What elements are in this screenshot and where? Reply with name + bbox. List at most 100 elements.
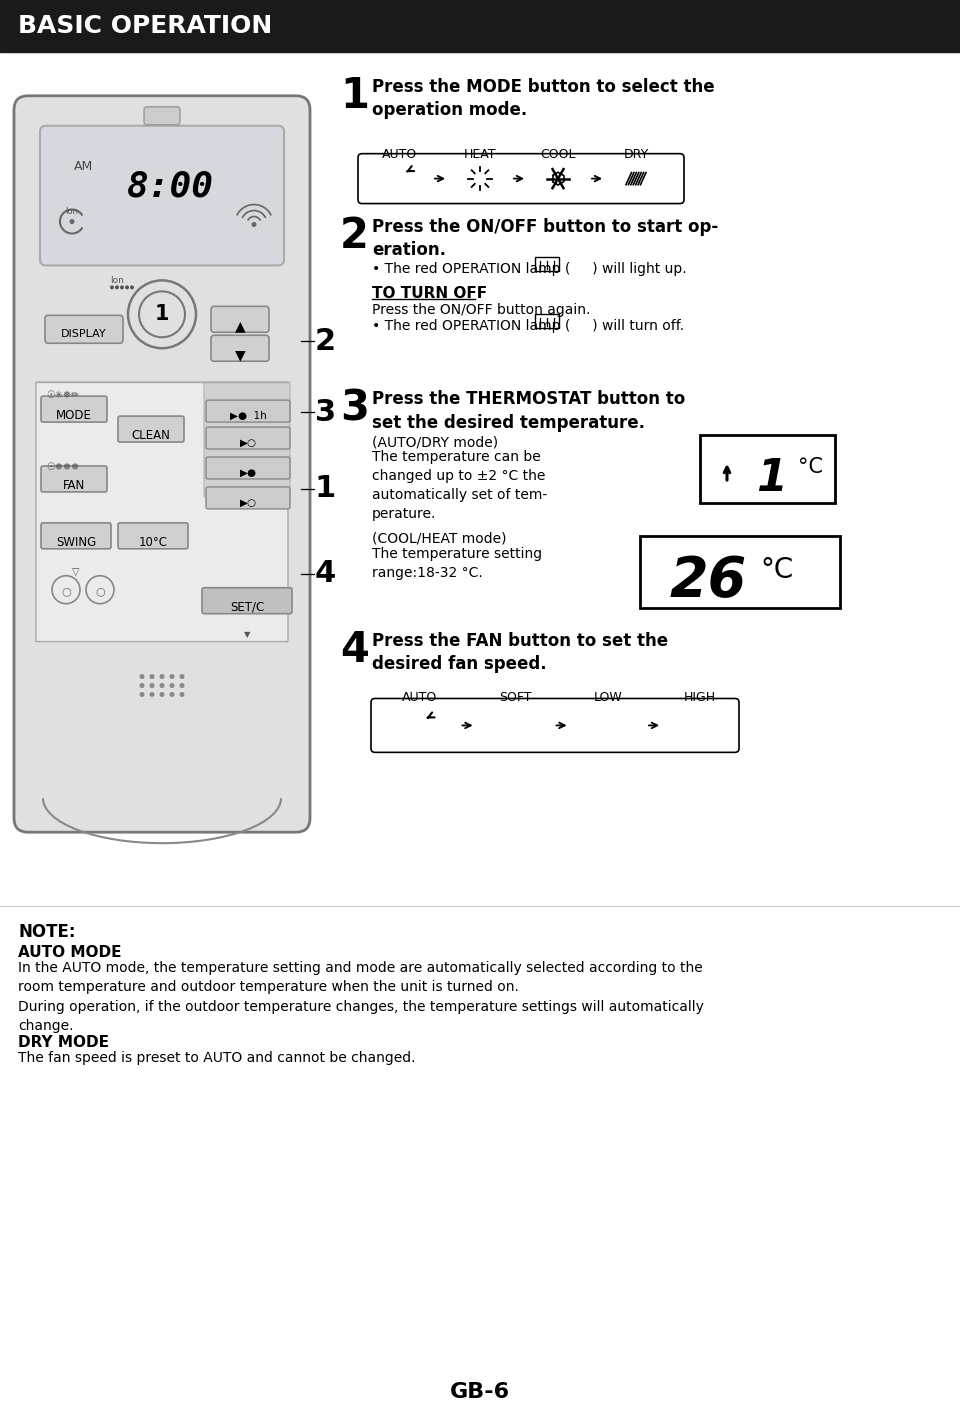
Text: ▶○: ▶○ (239, 498, 256, 508)
FancyBboxPatch shape (211, 307, 269, 332)
Text: ☉❅❅❅: ☉❅❅❅ (46, 461, 79, 471)
Text: (AUTO/DRY mode): (AUTO/DRY mode) (372, 435, 498, 449)
Text: SET/C: SET/C (229, 601, 264, 613)
Circle shape (139, 674, 145, 680)
Circle shape (698, 723, 703, 727)
Text: Press the THERMOSTAT button to
set the desired temperature.: Press the THERMOSTAT button to set the d… (372, 390, 685, 432)
Text: In the AUTO mode, the temperature setting and mode are automatically selected ac: In the AUTO mode, the temperature settin… (18, 961, 704, 1033)
Text: ▼: ▼ (234, 349, 246, 362)
Circle shape (252, 222, 256, 227)
Text: ▶○: ▶○ (239, 438, 256, 447)
Bar (0, 0, 960, 52)
Text: TO TURN OFF: TO TURN OFF (372, 287, 487, 301)
Circle shape (606, 723, 611, 727)
Circle shape (69, 219, 75, 224)
Text: FAN: FAN (62, 478, 85, 492)
Text: °C: °C (798, 457, 823, 477)
Text: ▼: ▼ (244, 629, 251, 639)
Circle shape (110, 286, 114, 290)
FancyBboxPatch shape (206, 457, 290, 478)
Circle shape (120, 286, 124, 290)
Text: SWING: SWING (56, 536, 96, 549)
Circle shape (150, 674, 155, 680)
Text: ○: ○ (61, 587, 71, 597)
Text: DISPLAY: DISPLAY (61, 329, 107, 339)
FancyBboxPatch shape (204, 383, 290, 497)
FancyBboxPatch shape (118, 523, 188, 549)
Text: • The red OPERATION lamp (     ) will turn off.: • The red OPERATION lamp ( ) will turn o… (372, 319, 684, 333)
Text: HIGH: HIGH (684, 691, 716, 705)
Text: ○: ○ (95, 587, 105, 597)
Circle shape (170, 674, 175, 680)
Circle shape (180, 692, 184, 696)
FancyBboxPatch shape (202, 588, 292, 613)
Text: AUTO: AUTO (382, 148, 418, 160)
Text: The fan speed is preset to AUTO and cannot be changed.: The fan speed is preset to AUTO and cann… (18, 1051, 416, 1065)
Text: AM: AM (74, 159, 93, 173)
FancyBboxPatch shape (41, 523, 111, 549)
Text: ☉✳❅✏: ☉✳❅✏ (46, 390, 79, 400)
Text: LOW: LOW (593, 691, 622, 705)
Circle shape (159, 682, 164, 688)
Text: 8:00: 8:00 (127, 170, 213, 204)
Text: 2: 2 (340, 214, 369, 256)
Circle shape (170, 692, 175, 696)
Text: HEAT: HEAT (464, 148, 496, 160)
Circle shape (159, 692, 164, 696)
Circle shape (180, 674, 184, 680)
Text: Press the ON/OFF button to start op-
eration.: Press the ON/OFF button to start op- era… (372, 218, 718, 259)
FancyBboxPatch shape (206, 400, 290, 422)
Text: CLEAN: CLEAN (132, 429, 171, 442)
FancyBboxPatch shape (41, 397, 107, 422)
Circle shape (513, 723, 517, 727)
FancyBboxPatch shape (144, 107, 180, 125)
Text: ▽: ▽ (72, 567, 80, 577)
Text: (COOL/HEAT mode): (COOL/HEAT mode) (372, 532, 507, 546)
FancyBboxPatch shape (535, 314, 559, 328)
FancyBboxPatch shape (40, 125, 284, 266)
Text: AUTO: AUTO (402, 691, 438, 705)
Text: 3: 3 (315, 398, 336, 426)
Text: 1: 1 (756, 457, 787, 499)
Text: 4: 4 (340, 629, 369, 671)
Text: 3: 3 (340, 387, 369, 429)
Circle shape (139, 692, 145, 696)
Text: NOTE:: NOTE: (18, 923, 76, 941)
FancyBboxPatch shape (640, 536, 840, 608)
FancyBboxPatch shape (700, 435, 835, 502)
Text: 4: 4 (315, 559, 336, 588)
FancyBboxPatch shape (206, 487, 290, 509)
Text: 1: 1 (155, 304, 169, 325)
Text: ▲: ▲ (234, 319, 246, 333)
Text: The temperature setting
range:18-32 °C.: The temperature setting range:18-32 °C. (372, 547, 542, 580)
Text: • The red OPERATION lamp (     ) will light up.: • The red OPERATION lamp ( ) will light … (372, 263, 686, 276)
Text: Press the MODE button to select the
operation mode.: Press the MODE button to select the oper… (372, 77, 714, 120)
Circle shape (170, 682, 175, 688)
FancyBboxPatch shape (206, 428, 290, 449)
Text: ▶●: ▶● (239, 469, 256, 478)
Text: Press the ON/OFF button again.: Press the ON/OFF button again. (372, 304, 590, 318)
Text: SOFT: SOFT (499, 691, 531, 705)
Text: Ion: Ion (110, 276, 124, 286)
Text: COOL: COOL (540, 148, 576, 160)
Circle shape (130, 286, 134, 290)
Text: DRY: DRY (623, 148, 649, 160)
Text: 2: 2 (315, 326, 336, 356)
Circle shape (139, 682, 145, 688)
Text: MODE: MODE (56, 409, 92, 422)
Text: AUTO MODE: AUTO MODE (18, 946, 122, 960)
Text: Press the FAN button to set the
desired fan speed.: Press the FAN button to set the desired … (372, 632, 668, 673)
Circle shape (125, 286, 129, 290)
Text: 10°C: 10°C (138, 536, 167, 549)
FancyBboxPatch shape (211, 335, 269, 362)
Text: 26: 26 (669, 554, 747, 608)
FancyBboxPatch shape (118, 416, 184, 442)
Text: 1: 1 (315, 474, 336, 504)
Circle shape (150, 692, 155, 696)
Text: 1: 1 (340, 75, 369, 117)
FancyBboxPatch shape (41, 466, 107, 492)
FancyBboxPatch shape (45, 315, 123, 343)
Text: The temperature can be
changed up to ±2 °C the
automatically set of tem-
peratur: The temperature can be changed up to ±2 … (372, 450, 547, 521)
FancyBboxPatch shape (371, 698, 739, 753)
Circle shape (159, 674, 164, 680)
